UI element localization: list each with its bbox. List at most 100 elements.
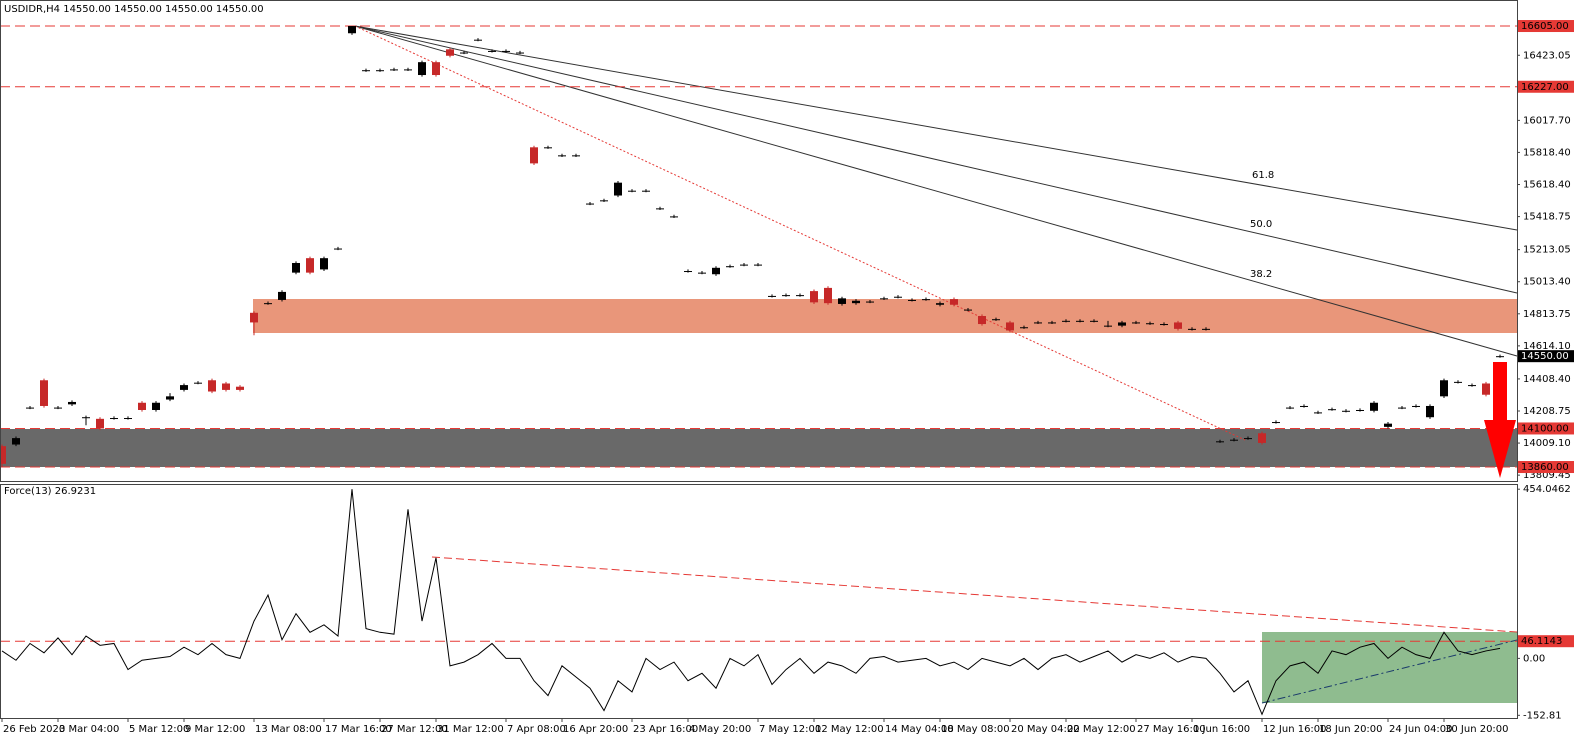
x-tick-label: 31 Mar 12:00 <box>437 724 504 735</box>
candle-body <box>866 301 874 303</box>
candle-body <box>908 299 916 301</box>
y-tick-label: 13809.45 <box>1523 470 1571 481</box>
candle-body <box>880 298 888 300</box>
candle-body <box>586 203 594 205</box>
candle-body <box>208 380 216 392</box>
y-tick-label: 454.0462 <box>1523 484 1571 495</box>
candle-body <box>82 417 90 419</box>
candle-body <box>572 155 580 157</box>
candle-body <box>292 262 300 273</box>
candle-body <box>558 155 566 157</box>
current-price-label: 14550.00 <box>1521 351 1569 362</box>
candle-body <box>670 216 678 218</box>
y-tick-label: 14208.75 <box>1523 406 1571 417</box>
x-tick-label: 7 Apr 08:00 <box>507 724 566 735</box>
candle-body <box>306 258 314 273</box>
candle-body <box>922 299 930 301</box>
candle-body <box>530 147 538 164</box>
candle-body <box>110 418 118 420</box>
candle-body <box>740 264 748 266</box>
level-label-box <box>1518 20 1574 33</box>
candle-body <box>0 446 6 464</box>
candle-body <box>1468 385 1476 387</box>
candle-body <box>460 52 468 54</box>
candle-body <box>96 418 104 429</box>
force-zone <box>1262 632 1517 703</box>
candle-body <box>656 208 664 210</box>
candle-body <box>684 271 692 273</box>
candle-body <box>712 267 720 275</box>
candle-body <box>1328 409 1336 411</box>
y-tick-label: 16017.70 <box>1523 115 1571 126</box>
candle-body <box>824 287 832 304</box>
candle-body <box>1426 405 1434 418</box>
candle-body <box>1314 412 1322 414</box>
candle-body <box>810 291 818 303</box>
x-tick-label: 1 Jun 16:00 <box>1193 724 1250 735</box>
candle-body <box>502 50 510 52</box>
level-label-box <box>1518 80 1574 93</box>
candle-body <box>1230 439 1238 441</box>
candle-body <box>1174 322 1182 329</box>
candle-body <box>194 382 202 384</box>
level-label-box <box>1518 635 1574 648</box>
y-tick-label: 14614.10 <box>1523 341 1571 352</box>
current-price-box <box>1518 350 1574 363</box>
candle-body <box>138 402 146 410</box>
candle-body <box>404 69 412 71</box>
force-line <box>1 489 1501 716</box>
y-tick-label: 14408.40 <box>1523 374 1571 385</box>
x-tick-label: 12 May 12:00 <box>815 724 884 735</box>
x-tick-label: 18 Jun 20:00 <box>1319 724 1383 735</box>
candle-body <box>1104 325 1112 327</box>
candle-body <box>936 303 944 305</box>
candle-body <box>40 380 48 406</box>
candle-body <box>1342 410 1350 412</box>
down-arrow <box>1484 362 1516 478</box>
x-tick-label: 20 May 04:00 <box>1011 724 1080 735</box>
x-tick-label: 24 Jun 04:00 <box>1389 724 1453 735</box>
candle-body <box>362 70 370 72</box>
candle-body <box>894 296 902 298</box>
candle-body <box>754 264 762 266</box>
indicator-frame <box>0 484 1518 719</box>
level-label: 13860.00 <box>1521 462 1569 473</box>
y-tick-label: 15418.75 <box>1523 212 1571 223</box>
candle-body <box>236 386 244 390</box>
candle-body <box>1062 320 1070 322</box>
candle-body <box>1048 322 1056 324</box>
level-label-box <box>1518 461 1574 474</box>
y-tick-label: 15013.40 <box>1523 277 1571 288</box>
candle-body <box>1034 322 1042 324</box>
x-tick-label: 16 Apr 20:00 <box>563 724 628 735</box>
candle-body <box>348 26 356 34</box>
candle-body <box>12 438 20 445</box>
candle-body <box>1440 380 1448 397</box>
candle-body <box>1006 322 1014 331</box>
x-tick-label: 26 Feb 2020 <box>3 724 65 735</box>
candle-body <box>1132 322 1140 324</box>
fib-label: 38.2 <box>1250 269 1272 280</box>
candle-body <box>1286 407 1294 409</box>
candle-body <box>1118 322 1126 326</box>
x-tick-label: 4 May 20:00 <box>689 724 751 735</box>
fib-label: 50.0 <box>1250 219 1272 230</box>
candle-body <box>474 39 482 41</box>
x-tick-label: 27 May 16:00 <box>1137 724 1206 735</box>
candle-body <box>1160 324 1168 326</box>
candle-body <box>1146 323 1154 325</box>
candle-body <box>320 258 328 270</box>
candle-body <box>782 295 790 297</box>
x-tick-label: 22 May 12:00 <box>1067 724 1136 735</box>
main-frame <box>0 0 1518 482</box>
x-tick-label: 27 Mar 12:00 <box>381 724 448 735</box>
candle-body <box>838 298 846 304</box>
candle-body <box>1216 441 1224 443</box>
fib-fan-50 <box>354 25 1518 294</box>
x-tick-label: 17 Mar 16:00 <box>325 724 392 735</box>
x-tick-label: 5 Mar 12:00 <box>129 724 189 735</box>
candle-body <box>964 309 972 311</box>
candle-body <box>1244 438 1252 440</box>
fib-fan-61 <box>354 25 1518 231</box>
